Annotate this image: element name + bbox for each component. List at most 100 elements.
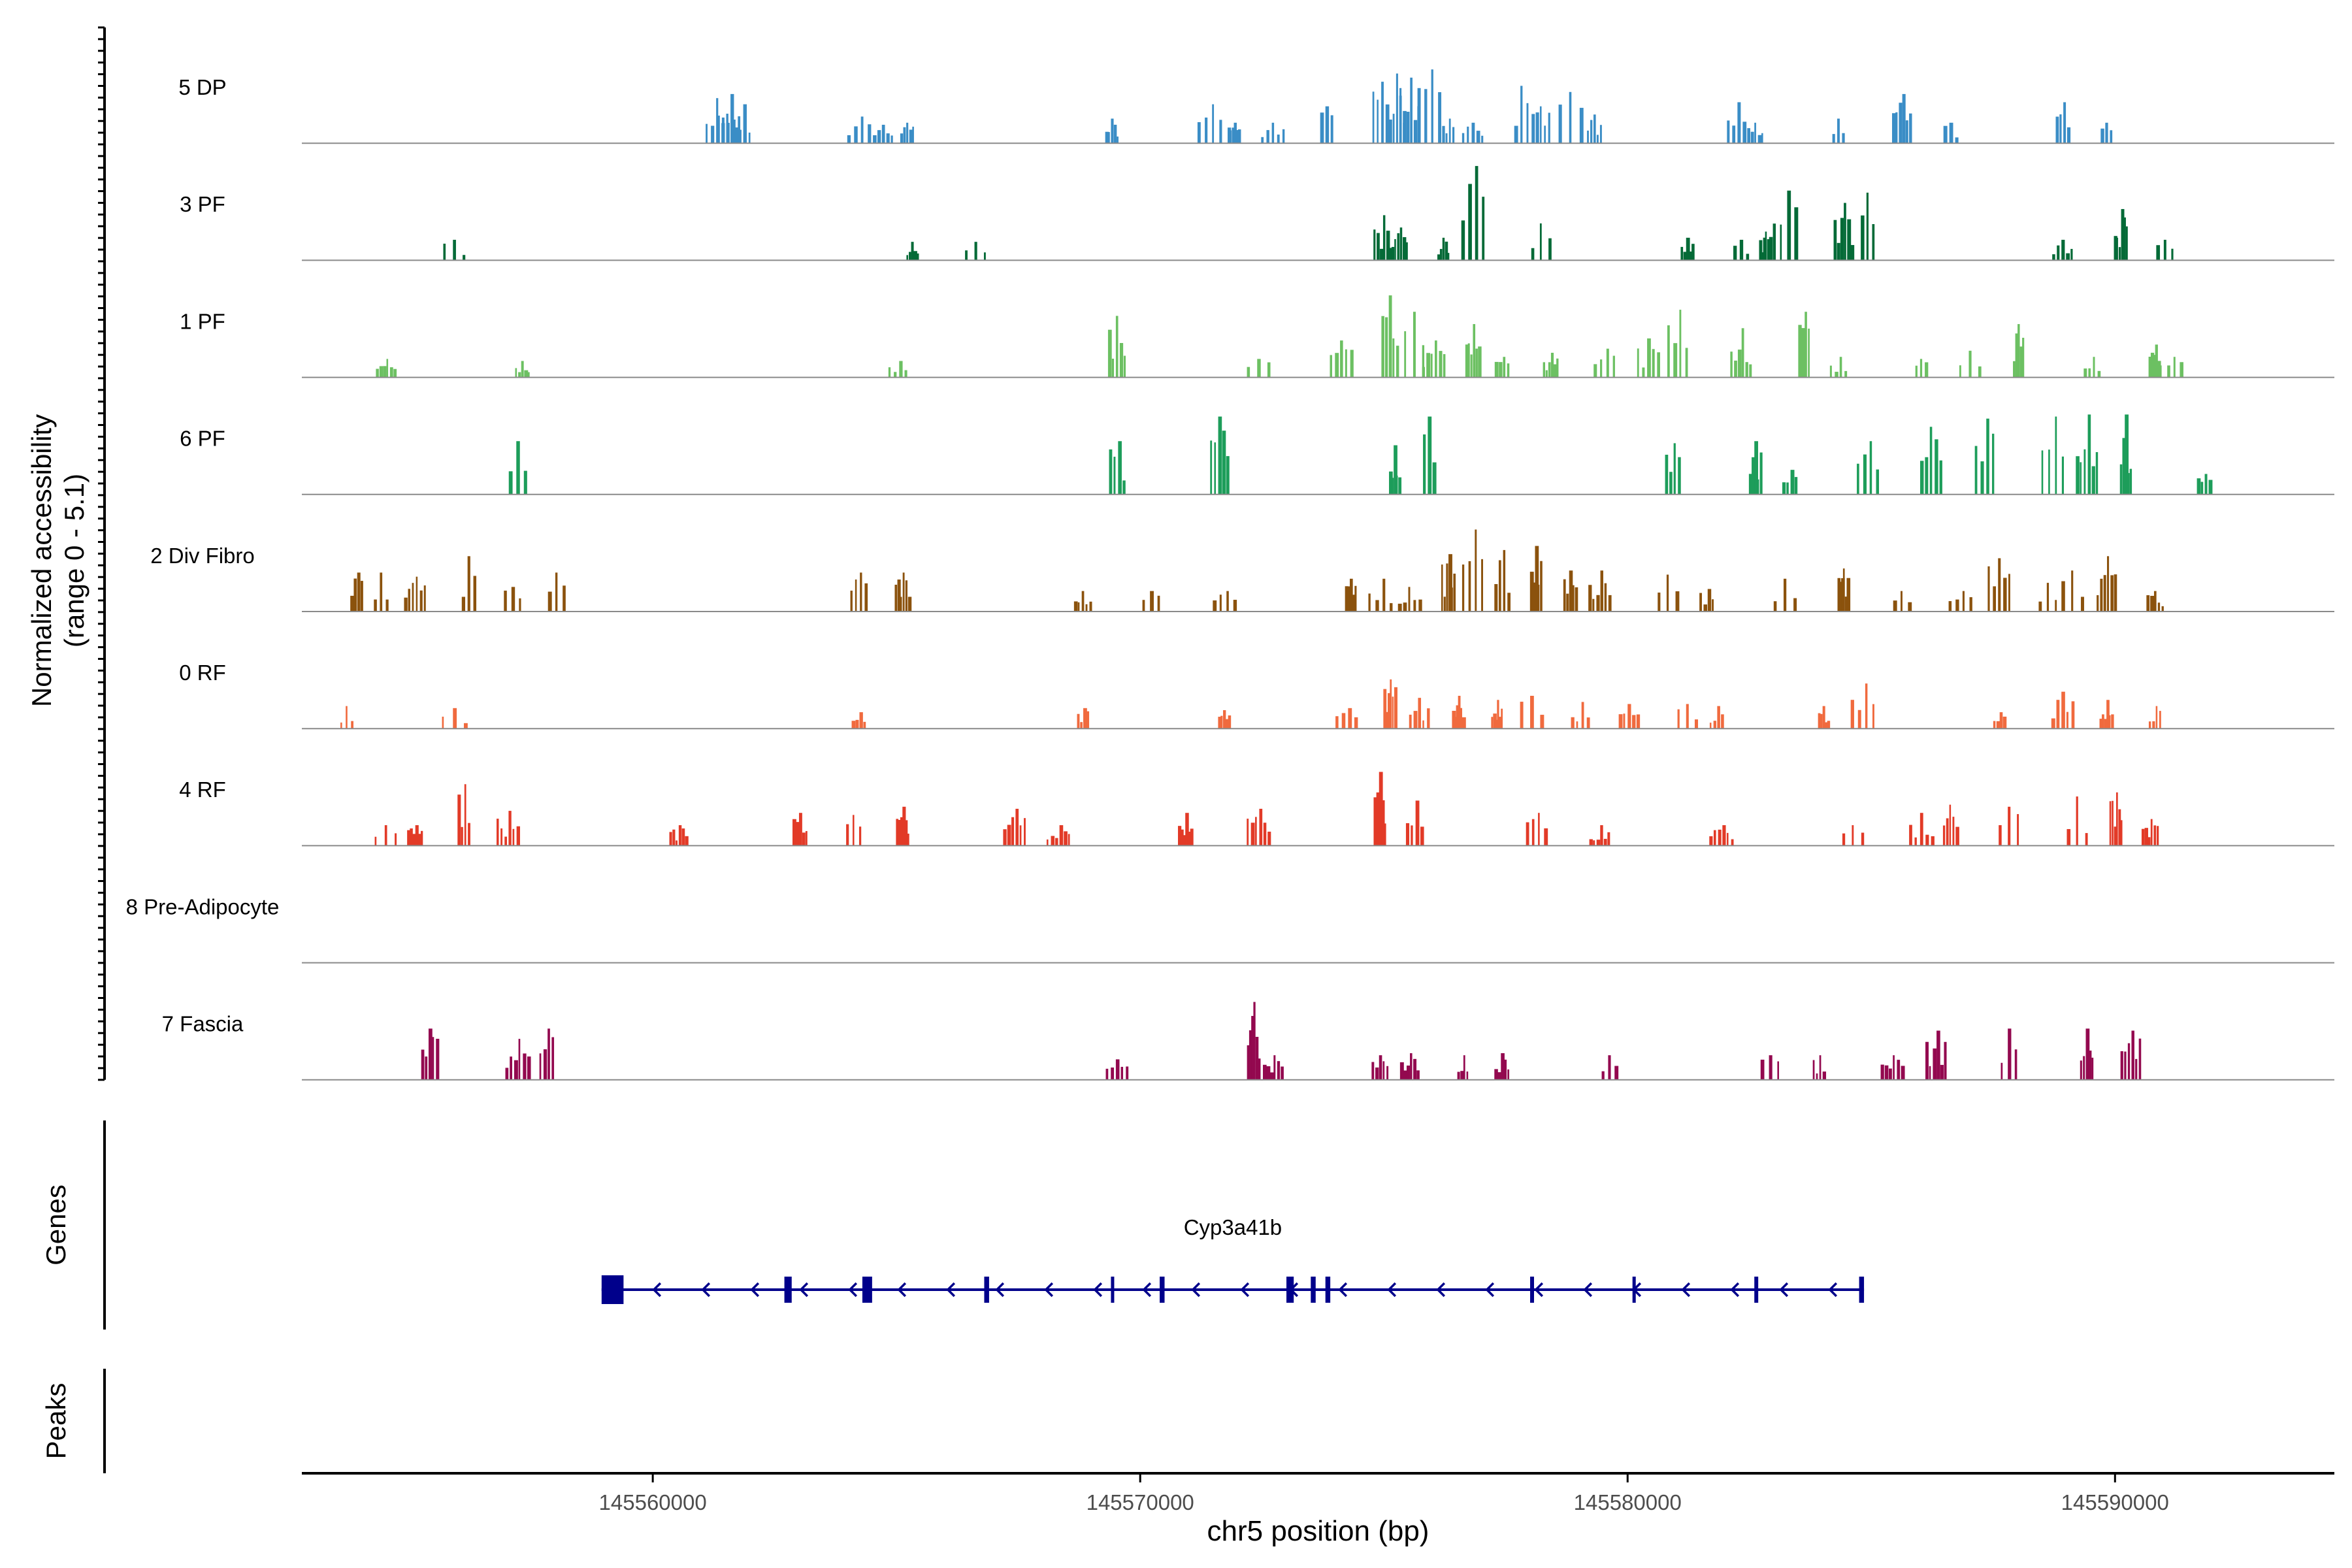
coverage-bar <box>2114 574 2117 612</box>
gene-exon <box>1754 1277 1759 1303</box>
coverage-bar <box>909 129 913 144</box>
coverage-bar <box>523 1053 527 1080</box>
coverage-peak <box>1491 700 1503 729</box>
coverage-bar <box>1465 344 1469 378</box>
coverage-bar <box>1680 246 1684 261</box>
coverage-bar <box>873 135 877 144</box>
coverage-bar <box>1495 719 1499 729</box>
coverage-peak <box>1404 312 1425 378</box>
coverage-bar <box>1422 345 1425 378</box>
coverage-bar <box>1439 351 1443 378</box>
coverage-bar <box>1499 362 1503 378</box>
coverage-bar <box>1452 710 1456 729</box>
coverage-bar <box>738 116 741 144</box>
coverage-bar <box>1667 325 1670 378</box>
coverage-bar <box>1540 561 1543 612</box>
coverage-bar <box>1423 434 1426 495</box>
coverage-bar <box>1251 1016 1255 1080</box>
coverage-bar <box>1846 578 1851 612</box>
coverage-bar <box>1939 460 1942 495</box>
x-tick-label: 145570000 <box>1086 1490 1194 1514</box>
coverage-bar <box>2071 570 2074 612</box>
coverage-bar <box>1540 715 1544 729</box>
coverage-bar <box>1952 817 1955 846</box>
coverage-bar <box>353 578 357 612</box>
track-4-rf: 4 RF <box>179 772 2334 847</box>
coverage-bar <box>1180 829 1184 846</box>
coverage-bar <box>1446 563 1448 612</box>
coverage-bar <box>423 585 426 612</box>
coverage-bar <box>1637 348 1639 378</box>
coverage-bar <box>1931 836 1935 846</box>
coverage-bar <box>1905 120 1908 144</box>
coverage-bar <box>1503 357 1506 378</box>
coverage-bar <box>716 98 719 144</box>
coverage-bar <box>1590 120 1593 144</box>
coverage-bar <box>1494 1069 1498 1080</box>
coverage-bar <box>374 836 377 846</box>
coverage-bar <box>1011 817 1015 846</box>
coverage-bar <box>2008 1028 2012 1080</box>
coverage-bar <box>1463 1055 1465 1080</box>
coverage-bar <box>1782 482 1786 495</box>
coverage-bar <box>1532 582 1536 612</box>
coverage-bar <box>2144 828 2148 846</box>
coverage-peak <box>340 706 353 729</box>
coverage-bar <box>1554 364 1557 378</box>
coverage-bar <box>1666 574 1669 612</box>
coverage-bar <box>915 253 919 261</box>
coverage-bar <box>2161 606 2164 612</box>
coverage-peak <box>1526 813 1548 846</box>
coverage-bar <box>2173 357 2176 378</box>
coverage-peak <box>376 359 397 378</box>
coverage-bar <box>1413 312 1416 378</box>
coverage-bar <box>1396 73 1398 144</box>
coverage-bar <box>1443 354 1446 378</box>
coverage-bar <box>360 581 363 612</box>
strand-arrow <box>1534 1282 1544 1298</box>
coverage-bar <box>374 599 377 612</box>
coverage-peak <box>2097 556 2117 612</box>
coverage-bar <box>2123 217 2126 261</box>
coverage-bar <box>1277 134 1280 144</box>
coverage-peak <box>1993 712 2007 729</box>
coverage-bar <box>1607 832 1610 846</box>
track-label: 2 Div Fibro <box>150 544 255 568</box>
coverage-bar <box>1417 88 1421 144</box>
coverage-bar <box>383 366 387 378</box>
coverage-bar <box>417 834 421 846</box>
coverage-bar <box>1769 1055 1772 1080</box>
coverage-bar <box>2125 226 2128 261</box>
coverage-bar <box>1665 455 1669 495</box>
coverage-bar <box>395 833 397 846</box>
coverage-bar <box>1247 367 1250 378</box>
coverage-bar <box>2001 1062 2003 1080</box>
coverage-bar <box>1347 586 1351 612</box>
coverage-peak <box>1563 570 1578 612</box>
coverage-bar <box>2017 324 2020 378</box>
coverage-bar <box>461 826 463 846</box>
coverage-bar <box>1949 122 1953 144</box>
coverage-bar <box>1780 224 1782 261</box>
coverage-peak <box>1345 578 1357 612</box>
coverage-bar <box>1745 362 1748 378</box>
coverage-bar <box>2100 128 2104 144</box>
coverage-peak <box>1423 416 1437 495</box>
coverage-bar <box>1405 823 1410 846</box>
coverage-bar <box>906 122 909 144</box>
coverage-bar <box>1832 134 1835 144</box>
coverage-bar <box>1119 343 1124 378</box>
coverage-bar <box>1543 362 1545 378</box>
coverage-bar <box>1354 585 1357 612</box>
coverage-peak <box>1077 708 1090 729</box>
coverage-bar <box>519 598 521 612</box>
coverage-bar <box>853 815 855 846</box>
coverage-peak <box>669 825 689 846</box>
coverage-peak <box>1247 359 1271 378</box>
coverage-bar <box>1481 559 1484 612</box>
coverage-peak <box>1197 104 1222 144</box>
coverage-bar <box>1548 112 1550 144</box>
coverage-bar <box>732 120 736 144</box>
coverage-bar <box>1819 1055 1821 1080</box>
coverage-bar <box>1266 1066 1271 1080</box>
